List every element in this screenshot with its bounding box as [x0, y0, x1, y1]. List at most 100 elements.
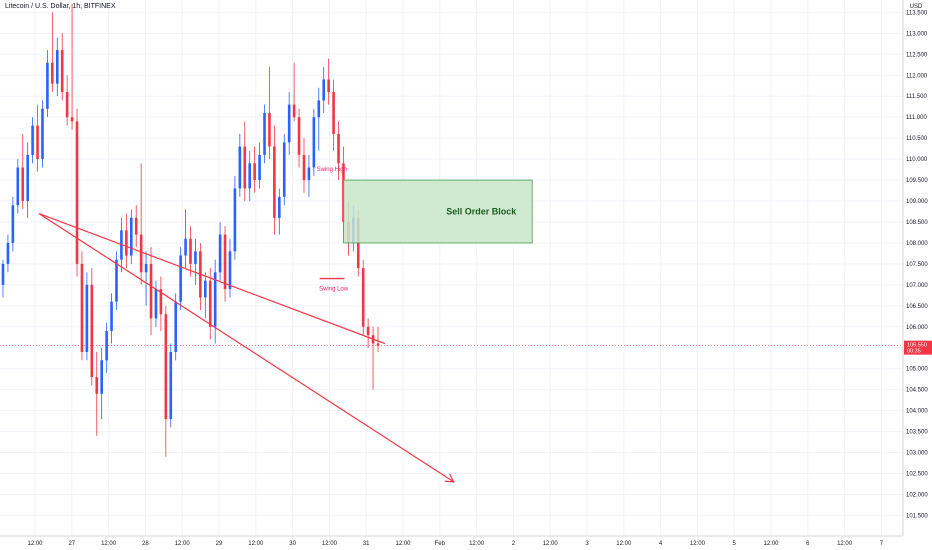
sell-order-block-zone[interactable] [343, 179, 533, 244]
candle-body [317, 100, 321, 118]
price-tick-label: 112.000 [906, 73, 928, 79]
time-tick-label: 12:00 [395, 541, 411, 547]
candle-body [228, 251, 232, 290]
time-axis[interactable]: 12:00 27 12:00 28 12:00 29 12:00 30 12:00 31 12:00… [27, 541, 883, 547]
candle-body [332, 92, 335, 134]
price-tick-label: 110.000 [906, 157, 928, 163]
candle-body [70, 117, 74, 122]
candle-body [268, 112, 271, 147]
price-tick-label: 111.000 [906, 115, 927, 121]
candle-body [125, 230, 128, 256]
time-tick-label: 12:00 [690, 541, 706, 547]
candle-body [297, 117, 301, 155]
candle-body [85, 284, 89, 352]
candle-body [55, 50, 59, 84]
candle-body [253, 163, 256, 181]
candle-body [60, 50, 64, 93]
candle-body [46, 62, 49, 109]
time-tick-label: 4 [659, 541, 663, 547]
time-tick-label: 7 [880, 541, 884, 547]
candle-body [337, 133, 340, 164]
price-tick-label: 102.500 [906, 472, 928, 478]
candle-body [139, 234, 143, 273]
price-tick-label: 104.000 [906, 409, 928, 415]
price-tick-label: 106.500 [906, 304, 928, 310]
price-tick-label: 109.000 [906, 199, 928, 205]
candle-body [1, 263, 5, 285]
time-tick-label: 5 [733, 541, 737, 547]
price-tick-label: 107.000 [906, 283, 928, 289]
candle-body [204, 280, 207, 298]
candle-body [154, 289, 158, 319]
price-tick-label: 106.000 [906, 325, 928, 331]
time-tick-label: 28 [142, 541, 149, 547]
time-tick-label: 3 [585, 541, 589, 547]
candle-body [75, 121, 79, 264]
candle-body [174, 301, 177, 352]
candle-body [263, 112, 266, 155]
time-tick-label: 12:00 [322, 541, 338, 547]
price-tick-label: 109.500 [906, 178, 928, 184]
price-tick-label: 107.500 [906, 262, 928, 268]
candle-body [366, 326, 370, 336]
candle-body [115, 259, 118, 302]
candle-body [248, 163, 252, 189]
candle-body [16, 167, 20, 206]
price-tick-label: 104.500 [906, 388, 928, 394]
time-tick-label: 12:00 [469, 541, 485, 547]
candle-body [218, 234, 222, 273]
currency-label[interactable]: USD [910, 4, 923, 10]
price-tick-label: 111.500 [906, 94, 927, 100]
candle-body [6, 242, 10, 264]
chart-title: Litecoin / U.S. Dollar, 1h, BITFINEX [5, 3, 116, 10]
projection-arrow-path [38, 213, 455, 483]
candle-body [213, 272, 217, 327]
time-tick-label: 12:00 [543, 541, 559, 547]
candle-body [100, 360, 103, 394]
candle-body [292, 104, 296, 118]
projection-arrow-head [444, 473, 455, 483]
time-tick-label: 12:00 [837, 541, 853, 547]
candle-body [159, 289, 163, 315]
candle-body [189, 238, 192, 264]
time-tick-label: 12:00 [175, 541, 191, 547]
price-tick-label: 102.000 [906, 492, 928, 498]
candle-body [258, 154, 261, 181]
candlestick-series [1, 4, 380, 457]
candle-body [327, 79, 330, 93]
candle-body [169, 351, 173, 420]
candle-body [105, 330, 108, 361]
candle-body [194, 251, 197, 264]
candle-body [233, 188, 237, 252]
candle-body [312, 117, 316, 168]
price-tick-label: 103.000 [906, 451, 928, 457]
candle-body [208, 280, 212, 327]
time-tick-label: 29 [216, 541, 223, 547]
time-tick-label: 12:00 [101, 541, 117, 547]
time-tick-label: 12:00 [248, 541, 264, 547]
candle-body [149, 263, 153, 319]
price-tick-label: 113.000 [906, 31, 928, 37]
last-price-badge-bg [904, 340, 932, 355]
price-tick-label: 110.500 [906, 136, 928, 142]
time-tick-label: 2 [512, 541, 516, 547]
candle-body [129, 217, 133, 256]
price-tick-label: 108.000 [906, 241, 928, 247]
price-tick-label: 112.500 [906, 52, 928, 58]
candle-body [179, 255, 182, 302]
candle-body [51, 62, 54, 84]
time-tick-label: Feb [435, 541, 446, 547]
bar-countdown: 00:35 [907, 349, 921, 355]
candle-body [273, 146, 276, 218]
candle-body [144, 263, 148, 273]
candle-body [282, 142, 286, 197]
sell-order-block-label: Sell Order Block [446, 207, 517, 217]
price-tick-label: 103.500 [906, 430, 928, 436]
time-tick-label: 30 [289, 541, 296, 547]
candle-body [184, 238, 187, 256]
price-tick-label: 113.500 [906, 10, 928, 16]
time-tick-label: 27 [68, 541, 75, 547]
candle-body [80, 263, 84, 352]
